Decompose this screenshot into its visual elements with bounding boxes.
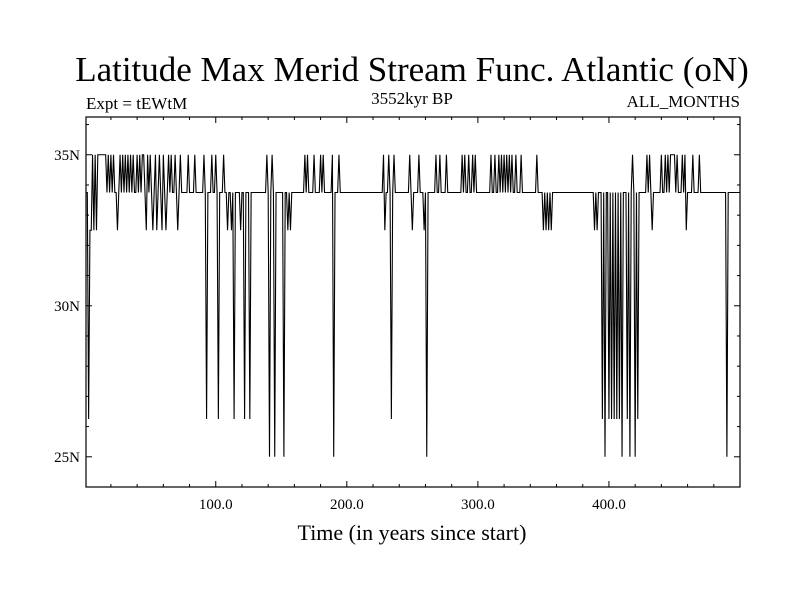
x-tick-label: 100.0 (199, 497, 233, 513)
series-line (86, 154, 740, 457)
x-tick-label: 200.0 (330, 497, 364, 513)
y-tick-label: 30N (54, 299, 80, 315)
y-tick-label: 25N (54, 450, 80, 466)
months-label: ALL_MONTHS (627, 92, 740, 111)
chart-title: Latitude Max Merid Stream Func. Atlantic… (75, 50, 749, 89)
period-label: 3552kyr BP (371, 89, 453, 108)
plot-frame (85, 116, 741, 488)
y-tick-label: 35N (54, 148, 80, 164)
x-tick-label: 300.0 (461, 497, 495, 513)
x-tick-label: 400.0 (592, 497, 626, 513)
experiment-label: Expt = tEWtM (86, 94, 187, 113)
x-axis-label: Time (in years since start) (298, 520, 527, 545)
